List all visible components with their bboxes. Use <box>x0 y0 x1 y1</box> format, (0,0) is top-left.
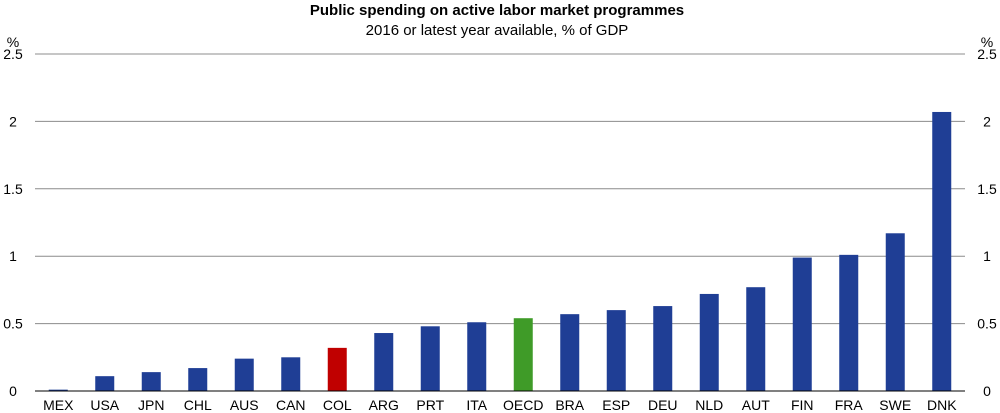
bar-chl <box>188 368 208 391</box>
x-tick-label-arg: ARG <box>369 397 399 413</box>
x-tick-label-nld: NLD <box>695 397 723 413</box>
x-tick-label-dnk: DNK <box>927 397 957 413</box>
bar-oecd <box>513 318 533 391</box>
y-tick-label-right: 0.5 <box>977 316 997 332</box>
y-axis-unit-right: % <box>981 34 993 50</box>
bar-aut <box>746 287 766 391</box>
bar-dnk <box>932 111 952 392</box>
x-tick-label-bra: BRA <box>555 397 584 413</box>
y-tick-label-left: 0 <box>9 383 17 399</box>
y-tick-labels: 0 0 0.5 0.5 1 1 1.5 1.5 2 2 2.5 2.5 <box>3 46 997 399</box>
bar-col <box>327 347 347 391</box>
chart-subtitle: 2016 or latest year available, % of GDP <box>366 22 629 39</box>
y-axis-unit-left: % <box>7 34 19 50</box>
x-tick-label-chl: CHL <box>184 397 212 413</box>
bar-prt <box>420 326 440 391</box>
x-tick-label-oecd: OECD <box>503 397 543 413</box>
bar-bra <box>560 314 580 391</box>
bars <box>48 111 952 392</box>
chart-title: Public spending on active labor market p… <box>310 2 684 19</box>
bar-nld <box>699 293 719 391</box>
x-tick-label-swe: SWE <box>879 397 911 413</box>
gridlines <box>35 53 965 325</box>
x-tick-labels: MEX USA JPN CHL AUS CAN COL ARG PRT ITA OECD BRA ESP… <box>43 397 957 413</box>
y-tick-label-left: 2.5 <box>3 46 23 62</box>
x-tick-label-fin: FIN <box>791 397 814 413</box>
y-tick-label-right: 1.5 <box>977 181 997 197</box>
y-tick-label-right: 1 <box>983 248 991 264</box>
x-tick-label-deu: DEU <box>648 397 678 413</box>
bar-esp <box>606 310 626 391</box>
y-tick-label-left: 0.5 <box>3 316 23 332</box>
x-tick-label-esp: ESP <box>602 397 630 413</box>
bar-fra <box>839 254 859 391</box>
x-tick-label-can: CAN <box>276 397 306 413</box>
x-tick-label-col: COL <box>323 397 352 413</box>
bar-ita <box>467 322 487 391</box>
x-tick-label-jpn: JPN <box>138 397 164 413</box>
y-tick-label-right: 0 <box>983 383 991 399</box>
x-tick-label-usa: USA <box>90 397 119 413</box>
bar-arg <box>374 333 394 391</box>
y-tick-label-left: 1.5 <box>3 181 23 197</box>
y-tick-label-right: 2.5 <box>977 46 997 62</box>
bar-aus <box>234 358 254 391</box>
bar-mex <box>48 389 68 391</box>
x-tick-label-aus: AUS <box>230 397 259 413</box>
y-tick-label-left: 2 <box>9 113 17 129</box>
x-tick-label-fra: FRA <box>835 397 864 413</box>
bar-fin <box>792 257 812 391</box>
y-tick-label-left: 1 <box>9 248 17 264</box>
bar-usa <box>95 376 115 391</box>
x-tick-label-ita: ITA <box>466 397 487 413</box>
y-tick-label-right: 2 <box>983 113 991 129</box>
bar-swe <box>885 233 905 391</box>
bar-jpn <box>141 372 161 391</box>
x-tick-label-aut: AUT <box>742 397 770 413</box>
x-tick-label-prt: PRT <box>416 397 444 413</box>
x-tick-label-mex: MEX <box>43 397 74 413</box>
bar-deu <box>653 306 673 391</box>
bar-can <box>281 357 301 391</box>
